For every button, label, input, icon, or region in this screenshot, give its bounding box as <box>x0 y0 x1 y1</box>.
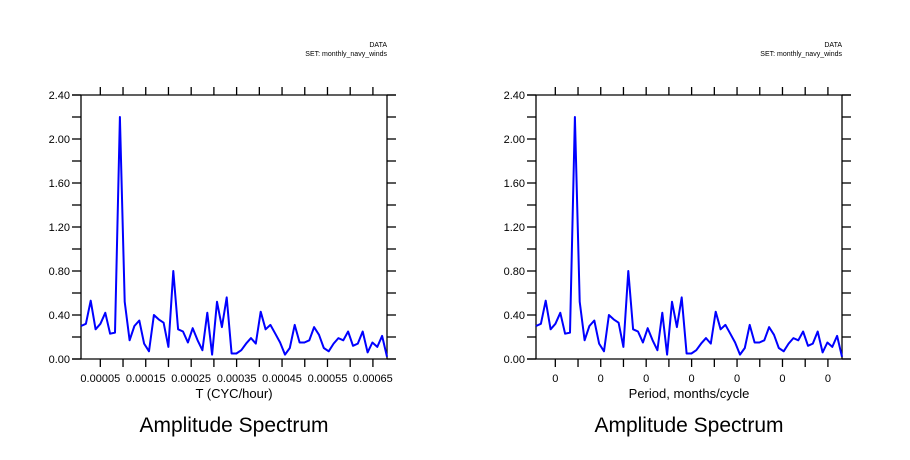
x-tick-label: 0 <box>734 373 740 385</box>
x-tick-label: 0 <box>598 373 604 385</box>
x-tick-label: 0 <box>643 373 649 385</box>
y-tick-label: 2.40 <box>504 90 525 102</box>
chart-title: Amplitude Spectrum <box>139 414 328 437</box>
x-tick-label: 0.00045 <box>262 373 302 385</box>
y-tick-label: 1.60 <box>504 178 525 190</box>
x-tick-label: 0 <box>689 373 695 385</box>
y-tick-label: 0.40 <box>504 310 525 322</box>
y-tick-label: 2.00 <box>49 134 70 146</box>
series-line-amplitude <box>81 117 387 357</box>
y-tick-label: 0.80 <box>49 266 70 278</box>
dataset-label: DATA <box>824 42 842 49</box>
x-tick-label: 0 <box>825 373 831 385</box>
x-tick-label: 0.00055 <box>308 373 348 385</box>
x-tick-label: 0 <box>552 373 558 385</box>
dataset-set-label: SET: monthly_navy_winds <box>305 51 387 58</box>
chart-panel-1: DATA SET: monthly_navy_winds 0.00 0.40 0.80 1… <box>49 42 396 437</box>
x-tick-label: 0.00065 <box>353 373 393 385</box>
y-tick-label: 0.00 <box>49 354 70 366</box>
y-tick-label: 1.20 <box>49 222 70 234</box>
dataset-set-label: SET: monthly_navy_winds <box>760 51 842 58</box>
y-tick-label: 0.80 <box>504 266 525 278</box>
y-tick-label: 2.00 <box>504 134 525 146</box>
series-line-amplitude <box>536 117 842 357</box>
dataset-label: DATA <box>369 42 387 49</box>
x-axis-label: Period, months/cycle <box>629 386 750 401</box>
y-tick-label: 1.60 <box>49 178 70 190</box>
y-tick-label: 0.40 <box>49 310 70 322</box>
y-tick-label: 2.40 <box>49 90 70 102</box>
y-tick-label: 0.00 <box>504 354 525 366</box>
chart-title: Amplitude Spectrum <box>594 414 783 437</box>
y-tick-label: 1.20 <box>504 222 525 234</box>
x-tick-label: 0 <box>779 373 785 385</box>
x-tick-label: 0.00025 <box>171 373 211 385</box>
x-tick-label: 0.00035 <box>217 373 257 385</box>
x-tick-label: 0.00005 <box>80 373 120 385</box>
chart-panel-2: DATA SET: monthly_navy_winds 0.00 0.40 0.80 1… <box>504 42 851 437</box>
x-tick-label: 0.00015 <box>126 373 166 385</box>
x-axis-label: T (CYC/hour) <box>195 386 272 401</box>
